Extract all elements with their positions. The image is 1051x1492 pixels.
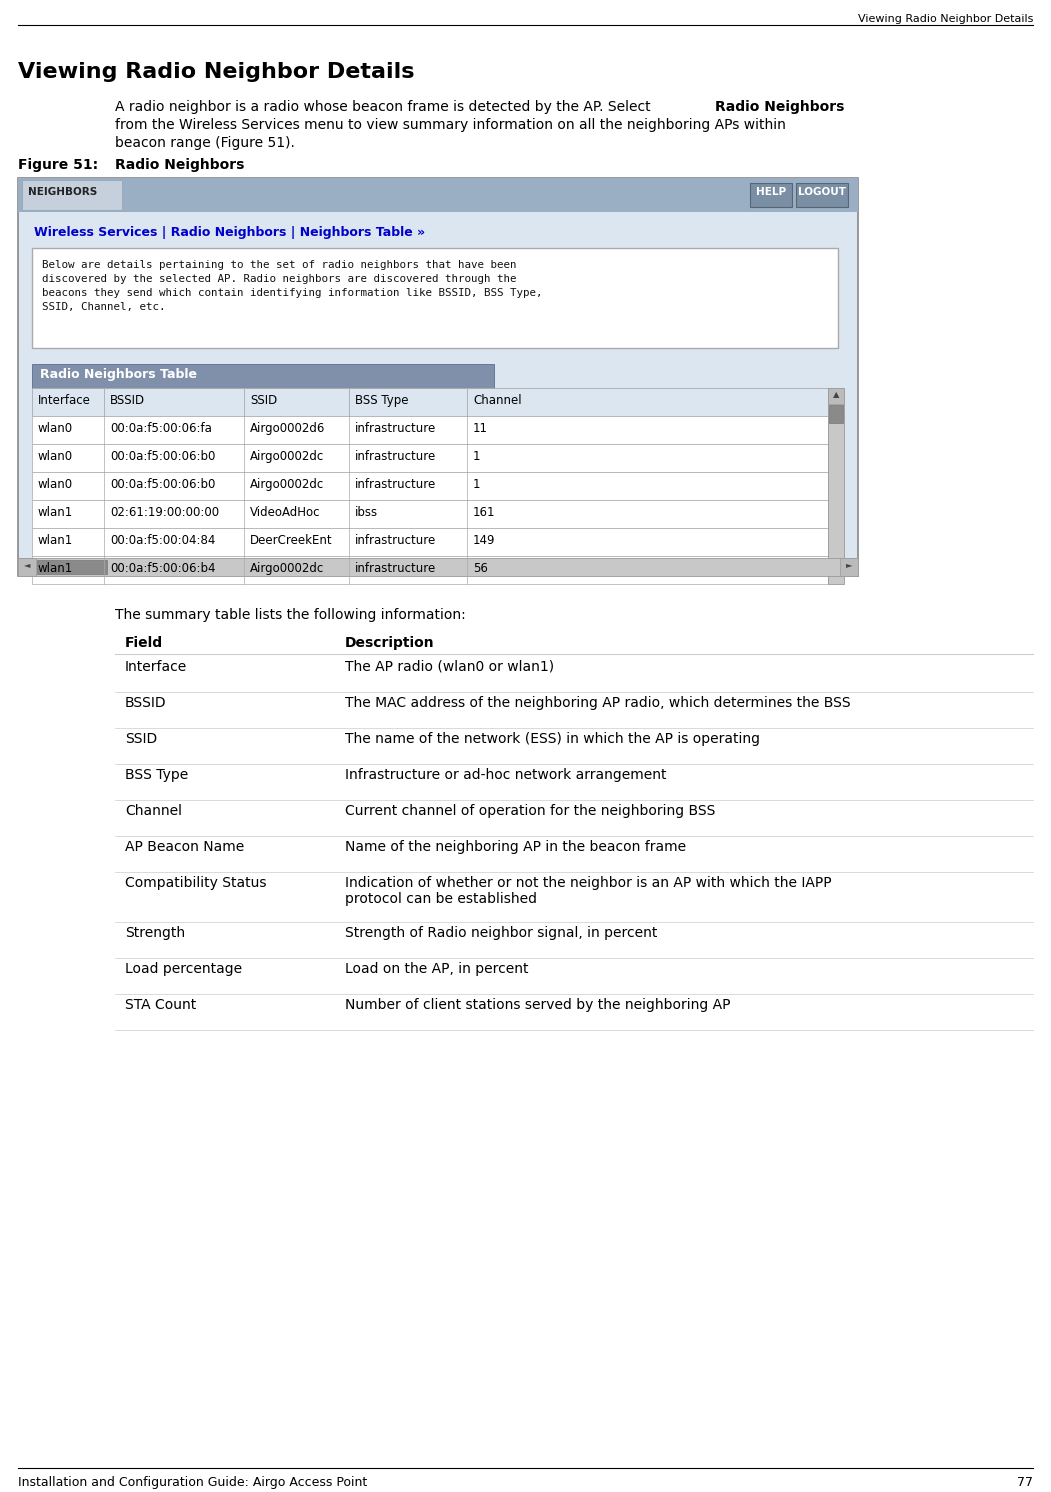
Text: LOGOUT: LOGOUT <box>798 186 846 197</box>
Bar <box>18 178 858 212</box>
Text: Airgo0002dc: Airgo0002dc <box>250 451 325 463</box>
Text: 149: 149 <box>473 534 495 548</box>
Text: Wireless Services | Radio Neighbors | Neighbors Table »: Wireless Services | Radio Neighbors | Ne… <box>34 225 425 239</box>
Bar <box>32 416 828 445</box>
Bar <box>22 181 122 210</box>
Text: HELP: HELP <box>756 186 786 197</box>
Bar <box>829 404 843 424</box>
Text: ▲: ▲ <box>832 389 840 398</box>
Text: Number of client stations served by the neighboring AP: Number of client stations served by the … <box>345 998 730 1012</box>
Text: Infrastructure or ad-hoc network arrangement: Infrastructure or ad-hoc network arrange… <box>345 768 666 782</box>
Text: AP Beacon Name: AP Beacon Name <box>125 840 244 853</box>
Text: Field: Field <box>125 636 163 651</box>
Bar <box>828 388 844 404</box>
Text: Name of the neighboring AP in the beacon frame: Name of the neighboring AP in the beacon… <box>345 840 686 853</box>
Text: Airgo0002dc: Airgo0002dc <box>250 562 325 574</box>
Text: The AP radio (wlan0 or wlan1): The AP radio (wlan0 or wlan1) <box>345 659 554 674</box>
Text: Strength of Radio neighbor signal, in percent: Strength of Radio neighbor signal, in pe… <box>345 927 657 940</box>
Text: 00:0a:f5:00:06:b0: 00:0a:f5:00:06:b0 <box>110 451 215 463</box>
Text: Below are details pertaining to the set of radio neighbors that have been
discov: Below are details pertaining to the set … <box>42 260 542 312</box>
Text: Strength: Strength <box>125 927 185 940</box>
Bar <box>32 248 838 348</box>
Text: 00:0a:f5:00:06:fa: 00:0a:f5:00:06:fa <box>110 422 212 436</box>
Text: infrastructure: infrastructure <box>355 562 436 574</box>
Text: 77: 77 <box>1017 1476 1033 1489</box>
Text: 00:0a:f5:00:06:b4: 00:0a:f5:00:06:b4 <box>110 562 215 574</box>
Text: Compatibility Status: Compatibility Status <box>125 876 267 891</box>
Text: infrastructure: infrastructure <box>355 477 436 491</box>
Text: Current channel of operation for the neighboring BSS: Current channel of operation for the nei… <box>345 804 716 818</box>
Bar <box>32 500 828 528</box>
Text: ◄: ◄ <box>24 560 30 568</box>
Text: Viewing Radio Neighbor Details: Viewing Radio Neighbor Details <box>858 13 1033 24</box>
Text: wlan1: wlan1 <box>38 506 74 519</box>
Text: NEIGHBORS: NEIGHBORS <box>28 186 98 197</box>
Text: Installation and Configuration Guide: Airgo Access Point: Installation and Configuration Guide: Ai… <box>18 1476 367 1489</box>
Text: Radio Neighbors Table: Radio Neighbors Table <box>40 369 197 380</box>
Text: 1: 1 <box>473 477 480 491</box>
Text: 161: 161 <box>473 506 495 519</box>
Text: 02:61:19:00:00:00: 02:61:19:00:00:00 <box>110 506 219 519</box>
Text: VideoAdHoc: VideoAdHoc <box>250 506 321 519</box>
Text: Interface: Interface <box>38 394 90 407</box>
Bar <box>32 388 828 416</box>
Bar <box>37 560 107 574</box>
Bar <box>18 558 858 576</box>
Text: ibss: ibss <box>355 506 378 519</box>
Text: infrastructure: infrastructure <box>355 534 436 548</box>
Bar <box>32 557 828 583</box>
Text: STA Count: STA Count <box>125 998 197 1012</box>
Text: beacon range (Figure 51).: beacon range (Figure 51). <box>115 136 295 151</box>
Bar <box>750 184 792 207</box>
Text: Channel: Channel <box>125 804 182 818</box>
Text: The summary table lists the following information:: The summary table lists the following in… <box>115 609 466 622</box>
Text: BSS Type: BSS Type <box>355 394 409 407</box>
Text: wlan0: wlan0 <box>38 477 74 491</box>
Text: BSS Type: BSS Type <box>125 768 188 782</box>
Bar <box>32 445 828 471</box>
Text: wlan0: wlan0 <box>38 451 74 463</box>
Bar <box>828 388 844 583</box>
Text: 1: 1 <box>473 451 480 463</box>
Text: Load on the AP, in percent: Load on the AP, in percent <box>345 962 529 976</box>
Text: Radio Neighbors: Radio Neighbors <box>115 158 245 172</box>
Text: SSID: SSID <box>125 733 158 746</box>
Text: Airgo0002d6: Airgo0002d6 <box>250 422 326 436</box>
Bar <box>18 558 36 576</box>
Text: ►: ► <box>846 560 852 568</box>
Text: from the Wireless Services menu to view summary information on all the neighbori: from the Wireless Services menu to view … <box>115 118 786 131</box>
Text: Airgo0002dc: Airgo0002dc <box>250 477 325 491</box>
Text: Interface: Interface <box>125 659 187 674</box>
Text: 11: 11 <box>473 422 488 436</box>
Text: Figure 51:: Figure 51: <box>18 158 98 172</box>
Text: protocol can be established: protocol can be established <box>345 892 537 906</box>
Text: Viewing Radio Neighbor Details: Viewing Radio Neighbor Details <box>18 63 414 82</box>
Text: wlan1: wlan1 <box>38 562 74 574</box>
Text: DeerCreekEnt: DeerCreekEnt <box>250 534 332 548</box>
Text: Description: Description <box>345 636 435 651</box>
Text: Indication of whether or not the neighbor is an AP with which the IAPP: Indication of whether or not the neighbo… <box>345 876 831 891</box>
Text: The name of the network (ESS) in which the AP is operating: The name of the network (ESS) in which t… <box>345 733 760 746</box>
Bar <box>32 528 828 557</box>
Bar <box>840 558 858 576</box>
Bar <box>18 178 858 576</box>
Text: A radio neighbor is a radio whose beacon frame is detected by the AP. Select: A radio neighbor is a radio whose beacon… <box>115 100 655 113</box>
Bar <box>796 184 848 207</box>
Bar <box>32 364 494 388</box>
Text: wlan1: wlan1 <box>38 534 74 548</box>
Text: infrastructure: infrastructure <box>355 422 436 436</box>
Text: 56: 56 <box>473 562 488 574</box>
Text: Channel: Channel <box>473 394 521 407</box>
Text: BSSID: BSSID <box>110 394 145 407</box>
Text: 00:0a:f5:00:04:84: 00:0a:f5:00:04:84 <box>110 534 215 548</box>
Text: Radio Neighbors: Radio Neighbors <box>715 100 844 113</box>
Text: BSSID: BSSID <box>125 695 167 710</box>
Text: infrastructure: infrastructure <box>355 451 436 463</box>
Text: 00:0a:f5:00:06:b0: 00:0a:f5:00:06:b0 <box>110 477 215 491</box>
Text: The MAC address of the neighboring AP radio, which determines the BSS: The MAC address of the neighboring AP ra… <box>345 695 850 710</box>
Bar <box>32 471 828 500</box>
Text: SSID: SSID <box>250 394 277 407</box>
Text: wlan0: wlan0 <box>38 422 74 436</box>
Text: Load percentage: Load percentage <box>125 962 242 976</box>
